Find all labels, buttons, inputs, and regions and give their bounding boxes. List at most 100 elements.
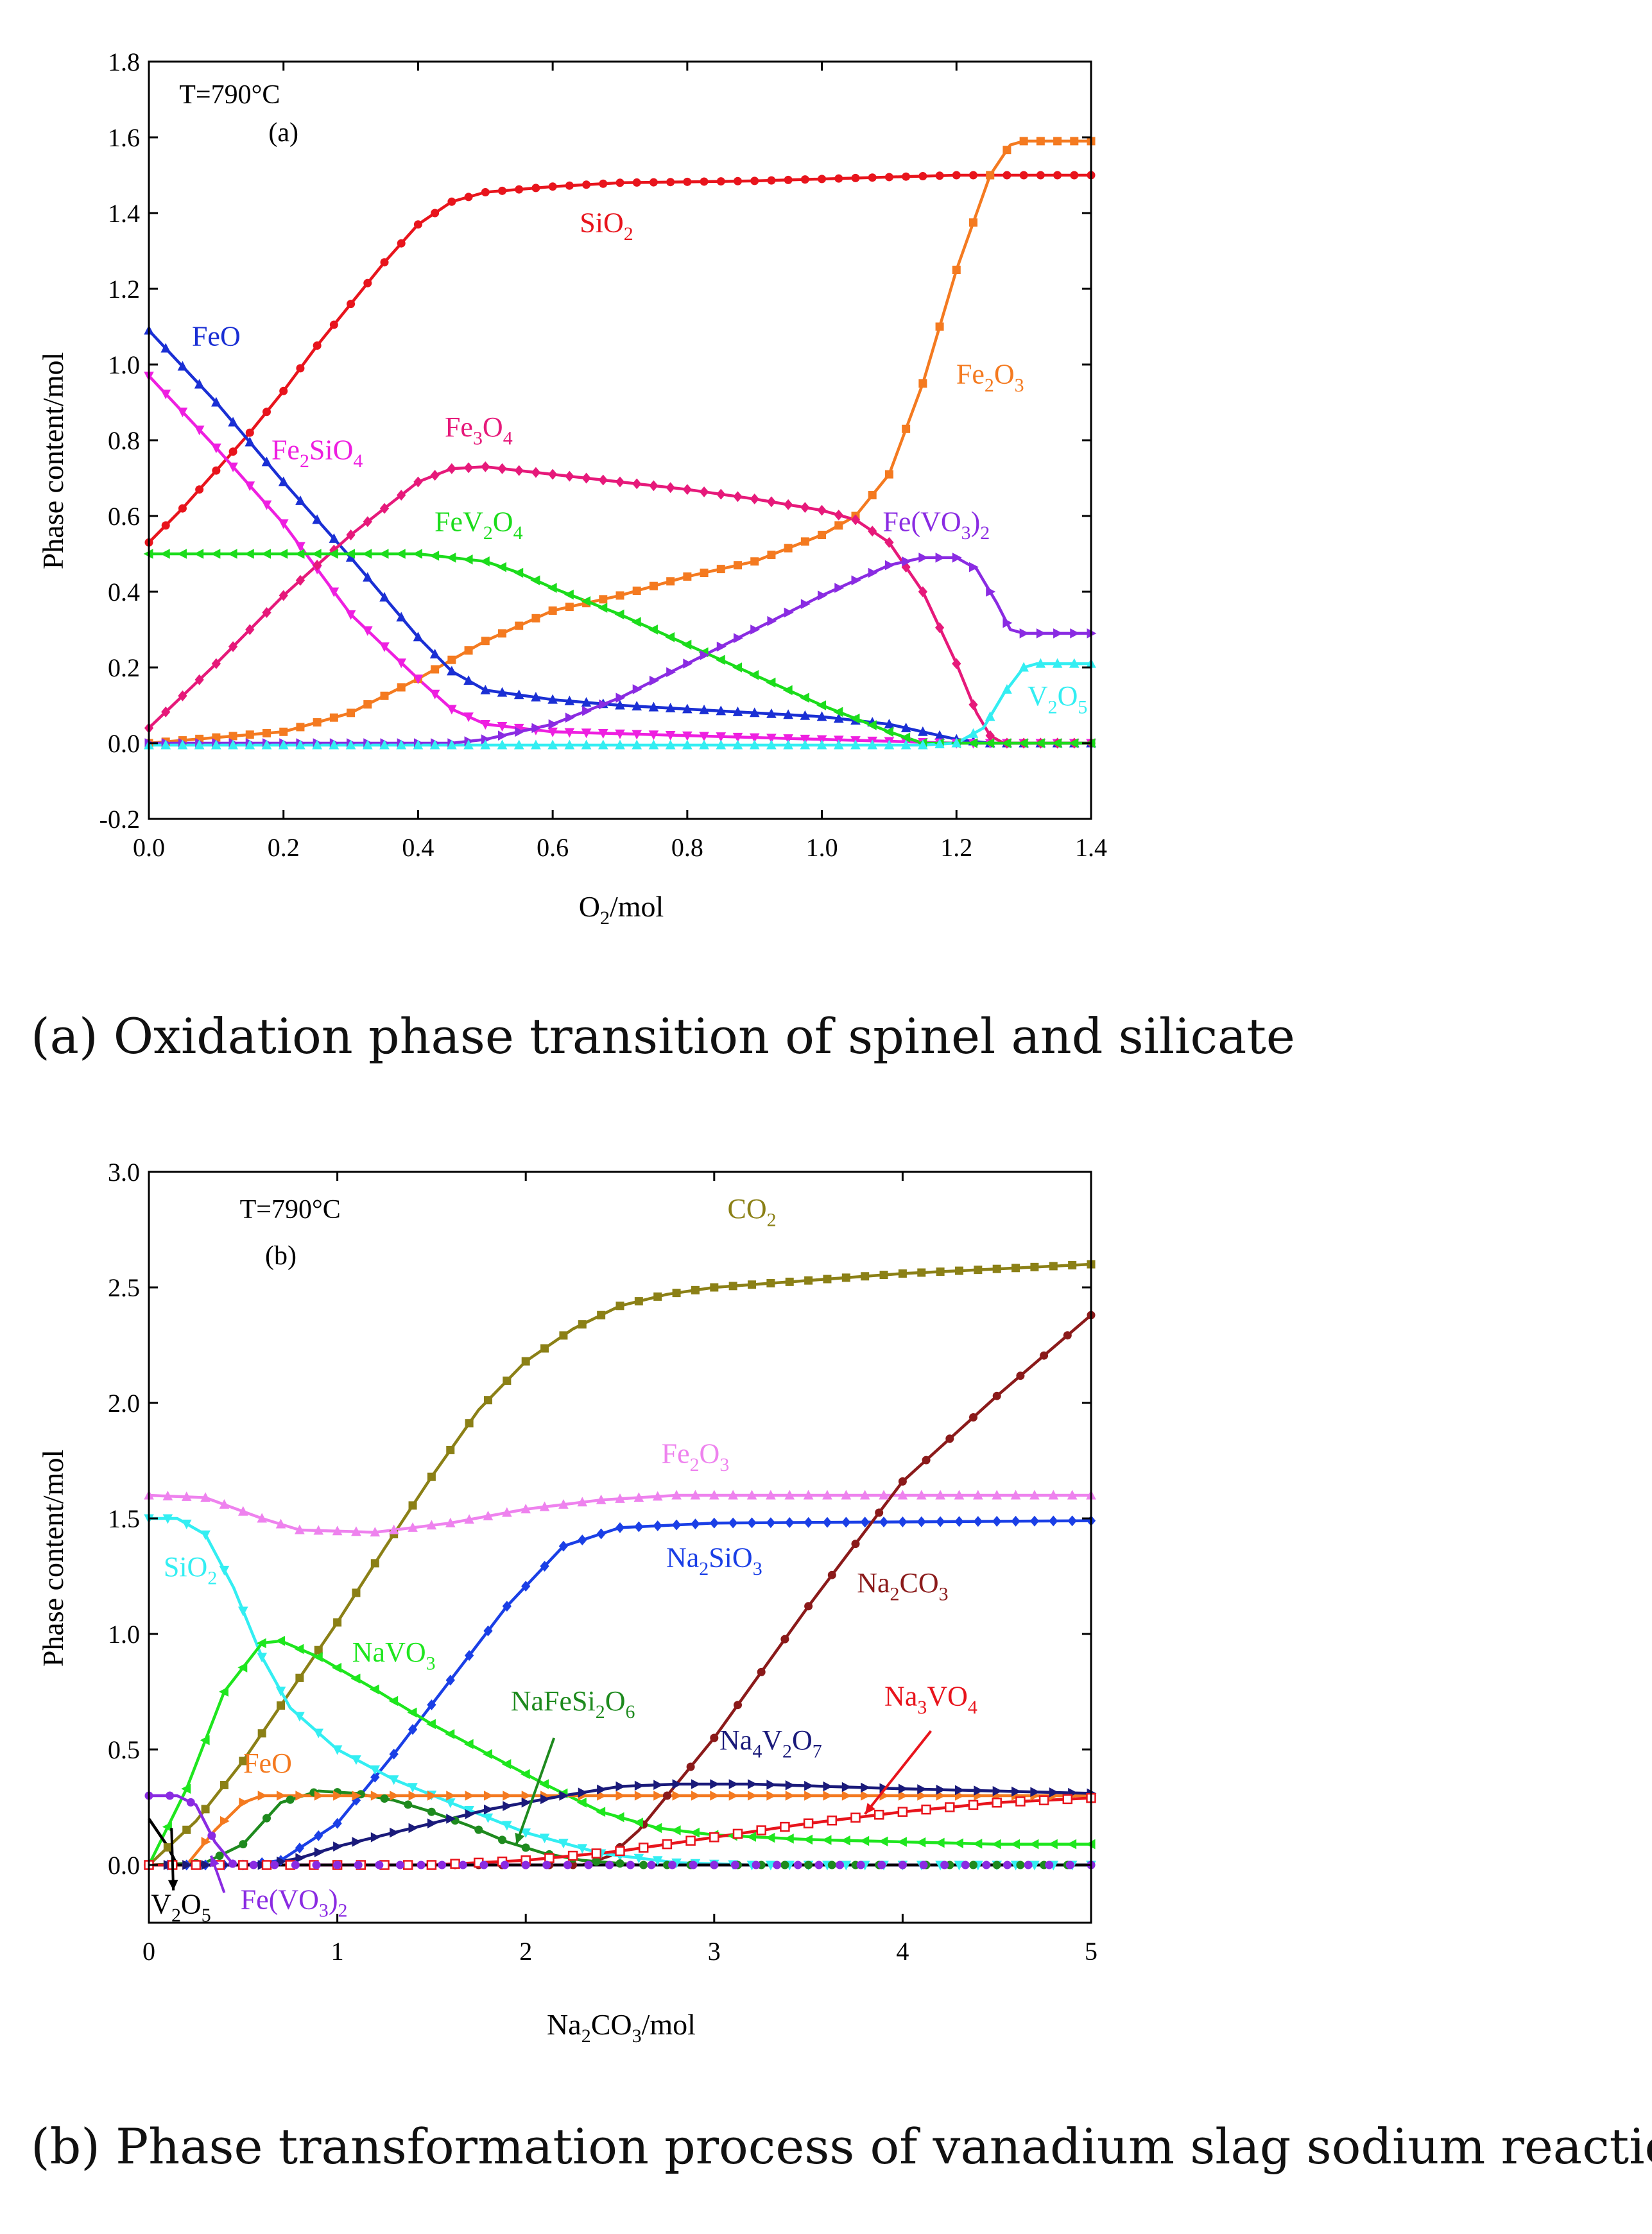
series-line-v2o5 <box>149 662 1091 747</box>
marker-fevo32 <box>531 723 542 734</box>
marker-fe3o4 <box>430 470 440 481</box>
marker-fevo32 <box>312 1860 321 1869</box>
x-tick-label: 0.8 <box>671 833 703 862</box>
marker-feo <box>211 397 221 407</box>
marker-na3vo4 <box>897 1807 908 1817</box>
marker-fe2o3 <box>296 723 305 732</box>
marker-co2 <box>841 1273 850 1282</box>
marker-sio2 <box>750 176 759 185</box>
marker-feo <box>390 1791 400 1801</box>
marker-fe3o4 <box>581 472 591 484</box>
marker-co2 <box>370 1559 379 1568</box>
marker-sio2 <box>464 193 473 202</box>
chart-b-annotations: T=790°C (b) <box>240 1195 341 1271</box>
x-tick-label: 0.0 <box>133 833 165 862</box>
marker-fevo32 <box>961 1860 970 1869</box>
marker-fe3o4 <box>800 502 810 513</box>
marker-na2co3 <box>969 1413 977 1422</box>
marker-feo <box>531 692 541 701</box>
marker-fevo32 <box>856 1860 865 1869</box>
marker-navo3 <box>332 1663 342 1673</box>
marker-feo <box>653 1791 664 1801</box>
marker-fe2o3 <box>464 1514 474 1524</box>
marker-fe2o3 <box>483 1510 494 1520</box>
marker-na4v2o7 <box>277 1856 286 1867</box>
marker-fe2o3 <box>521 1504 531 1514</box>
marker-na2sio3 <box>1011 1515 1020 1527</box>
marker-fe2o3 <box>363 700 372 709</box>
marker-na3vo4 <box>1062 1794 1073 1805</box>
marker-fevo32 <box>1003 1860 1012 1869</box>
marker-fe3o4 <box>547 468 558 480</box>
marker-co2 <box>785 1277 794 1286</box>
marker-na2sio3 <box>295 1843 305 1854</box>
marker-fe2o3 <box>531 614 540 623</box>
marker-fe2o3 <box>1053 137 1062 146</box>
series-line-fe2sio4 <box>148 375 1091 745</box>
marker-v2o5 <box>531 739 541 750</box>
marker-feo <box>427 1791 437 1801</box>
marker-na2sio3 <box>671 1519 682 1531</box>
marker-fevo32 <box>1065 1860 1074 1869</box>
marker-co2 <box>521 1357 530 1366</box>
marker-feo <box>800 710 811 720</box>
marker-sio2 <box>683 177 692 186</box>
marker-sio2 <box>228 447 237 456</box>
marker-na2co3 <box>898 1477 907 1486</box>
marker-na3vo4 <box>615 1846 625 1857</box>
marker-na2sio3 <box>766 1517 776 1529</box>
marker-fevo32 <box>1019 628 1029 639</box>
marker-na4v2o7 <box>333 1841 343 1852</box>
marker-v2o5 <box>513 739 524 750</box>
marker-fe3o4 <box>565 470 574 482</box>
marker-fe2o3 <box>558 1499 569 1509</box>
marker-fe2o3 <box>986 171 995 180</box>
marker-navo3 <box>445 1729 455 1739</box>
marker-sio2 <box>539 1834 550 1844</box>
marker-fev2o4 <box>833 707 843 717</box>
x-tick-label: 0.2 <box>268 833 300 862</box>
marker-fe2o3 <box>728 1490 738 1500</box>
marker-sio2 <box>1070 171 1079 180</box>
marker-na4v2o7 <box>992 1786 1002 1796</box>
marker-fe2o3 <box>577 1497 588 1507</box>
marker-feo <box>581 697 592 707</box>
marker-sio2 <box>671 1858 682 1868</box>
marker-feo <box>766 1791 777 1801</box>
marker-fevo32 <box>615 692 626 703</box>
marker-feo <box>379 592 390 602</box>
marker-v2o5 <box>345 739 356 750</box>
marker-fe2sio4 <box>598 729 608 739</box>
marker-v2o5 <box>228 739 238 750</box>
marker-sio2 <box>649 178 658 187</box>
marker-sio2 <box>245 428 254 437</box>
marker-na4v2o7 <box>766 1780 777 1790</box>
marker-fe2o3 <box>313 718 322 727</box>
marker-fe2o3 <box>969 218 977 227</box>
marker-nafesi2o6 <box>780 1860 789 1869</box>
marker-v2o5 <box>396 739 407 750</box>
marker-na2sio3 <box>973 1516 983 1527</box>
marker-fe2sio4 <box>547 727 558 737</box>
marker-navo3 <box>1010 1839 1020 1850</box>
marker-fev2o4 <box>446 553 456 563</box>
marker-v2o5 <box>800 739 811 750</box>
marker-fe2o3 <box>766 1490 776 1500</box>
marker-v2o5 <box>598 739 608 750</box>
chart-b-markers <box>143 1260 1097 1871</box>
marker-fe3o4 <box>481 461 490 472</box>
marker-feo <box>446 1791 456 1801</box>
marker-fevo32 <box>800 599 811 609</box>
marker-fe2sio4 <box>632 730 642 740</box>
marker-fe2o3 <box>200 1492 211 1502</box>
marker-nafesi2o6 <box>380 1794 389 1803</box>
marker-feo <box>194 379 205 389</box>
marker-fe2sio4 <box>447 705 457 715</box>
y-tick-label: 0.6 <box>108 502 140 531</box>
marker-navo3 <box>218 1687 228 1697</box>
marker-v2o5 <box>312 739 322 750</box>
label-arrow-na3vo4 <box>864 1730 933 1816</box>
chart-a-series-labels: SiO2 Fe2O3 FeO Fe2SiO4 Fe3O4 FeV2O4 Fe(VO3)2 V2… <box>192 207 1087 718</box>
marker-v2o5 <box>497 739 508 750</box>
marker-sio2 <box>178 504 187 513</box>
